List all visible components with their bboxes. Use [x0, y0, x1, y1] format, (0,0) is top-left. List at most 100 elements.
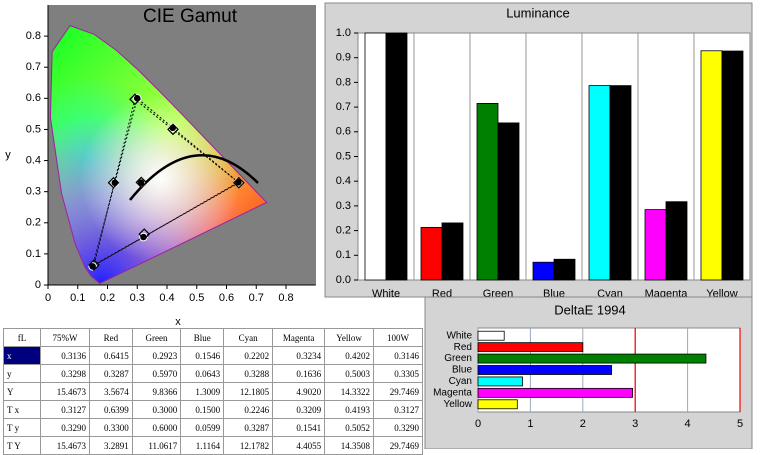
table-cell: 0.3136: [40, 346, 90, 365]
bar: [477, 387, 633, 398]
table-row: y 0.3298 0.3287 0.5970 0.0643 0.3288 0.1636 0.5…: [3, 364, 423, 383]
table-cell: 0.1636: [272, 364, 326, 383]
table-cell: 4.9020: [272, 382, 326, 401]
y-tick-label: 0: [35, 279, 41, 291]
measured-point: [135, 176, 148, 189]
x-tick-label: 2: [580, 418, 586, 430]
table-cell: Red: [88, 328, 133, 347]
table-row: x 0.3136 0.6415 0.2923 0.1546 0.2202 0.3234 0.4…: [3, 346, 423, 365]
table-cell: 0.3287: [223, 418, 274, 437]
y-tick-label: White: [446, 330, 472, 341]
bar: [721, 50, 744, 281]
table-cell: 0.3290: [40, 418, 90, 437]
table-cell: 15.4673: [40, 382, 90, 401]
x-tick-label: 0: [45, 292, 51, 304]
table-cell: 1.3009: [180, 382, 225, 401]
measured-point: [88, 259, 100, 271]
bar: [476, 102, 499, 281]
table-cell: Y: [3, 382, 41, 401]
bar: [477, 376, 523, 387]
chart-title: Luminance: [506, 5, 570, 20]
bar: [420, 226, 443, 281]
table-cell: 12.1805: [223, 382, 274, 401]
table-cell: 14.3322: [324, 382, 374, 401]
bar: [700, 50, 723, 281]
table-cell: 0.4202: [324, 346, 374, 365]
y-tick-label: 0.4: [26, 154, 41, 166]
x-tick-label: 3: [632, 418, 638, 430]
y-tick-label: 0.1: [26, 248, 41, 260]
bar: [665, 201, 688, 281]
table-row: T Y 15.4673 3.2891 11.0617 1.1164 12.1782 4.40…: [3, 436, 423, 455]
y-tick-label: Magenta: [433, 387, 472, 398]
table-cell: 0.2923: [131, 346, 182, 365]
y-tick-label: 0.9: [336, 52, 351, 64]
table-cell: 29.7469: [373, 436, 423, 455]
table-cell: 0.3287: [88, 364, 133, 383]
table-cell: 1.1164: [180, 436, 225, 455]
table-cell: x: [3, 346, 41, 365]
table-cell: 100W: [373, 328, 423, 347]
table-cell: 4.4055: [272, 436, 326, 455]
table-cell: 0.3305: [373, 364, 423, 383]
table-cell: 0.6399: [88, 400, 133, 419]
x-tick-label: White: [372, 288, 400, 300]
table-cell: 0.3127: [373, 400, 423, 419]
bar: [477, 330, 505, 341]
table-cell: 11.0617: [131, 436, 182, 455]
table-cell: Green: [131, 328, 182, 347]
x-tick-label: 0.8: [278, 292, 293, 304]
target-point: [110, 178, 120, 188]
table-cell: 0.5003: [324, 364, 374, 383]
y-tick-label: 0.8: [26, 30, 41, 42]
y-tick-label: Green: [444, 353, 472, 364]
table-cell: fL: [3, 328, 41, 347]
table-cell: 12.1782: [223, 436, 274, 455]
table-cell: 75%W: [40, 328, 90, 347]
table-cell: Blue: [180, 328, 225, 347]
measured-point: [232, 176, 245, 189]
table-row: T x 0.3127 0.6399 0.3000 0.1500 0.2246 0.3209 0…: [3, 400, 423, 419]
table-cell: 0.6000: [131, 418, 182, 437]
chart-title: DeltaE 1994: [554, 302, 626, 317]
y-tick-label: 0.5: [336, 150, 351, 162]
table-cell: Cyan: [223, 328, 274, 347]
table-cell: 0.0599: [180, 418, 225, 437]
measured-point: [138, 228, 151, 240]
y-tick-label: 0.2: [26, 217, 41, 229]
luminance-plot-area: [357, 32, 751, 281]
x-tick-label: 1: [527, 418, 533, 430]
table-row: T y 0.3290 0.3300 0.6000 0.0599 0.3287 0.1541 0…: [3, 418, 423, 437]
table-cell: 29.7469: [373, 382, 423, 401]
chart-title: CIE Gamut: [143, 6, 238, 27]
table-cell: T Y: [3, 436, 41, 455]
table-cell: 0.3298: [40, 364, 90, 383]
x-tick-label: 0.1: [70, 292, 85, 304]
measured-point: [107, 176, 120, 189]
table-cell: T x: [3, 400, 41, 419]
y-tick-label: 0.2: [336, 225, 351, 237]
gamut-edge: [92, 181, 239, 267]
table-cell: 3.5674: [88, 382, 133, 401]
y-tick-label: 0.5: [26, 123, 41, 135]
y-tick-label: 0.3: [26, 186, 41, 198]
measured-point: [129, 93, 141, 106]
gamut-edge: [136, 97, 239, 183]
measurement-table: fL 75%W Red Green Blue Cyan Magenta Yellow 100W x…: [3, 328, 423, 455]
table-cell: 0.5970: [131, 364, 182, 383]
table-cell: 0.2246: [223, 400, 274, 419]
table-cell: 0.3127: [40, 400, 90, 419]
bar: [385, 32, 408, 281]
x-tick-label: 0.4: [159, 292, 174, 304]
bar: [609, 85, 632, 281]
y-tick-label: 0.0: [336, 274, 351, 286]
y-tick-label: 0.6: [26, 92, 41, 104]
bar: [532, 261, 555, 281]
table-cell: 0.1546: [180, 346, 225, 365]
y-tick-label: Red: [454, 342, 472, 353]
table-cell: 0.3146: [373, 346, 423, 365]
table-cell: T y: [3, 418, 41, 437]
table-cell: 0.3234: [272, 346, 326, 365]
x-tick-label: 5: [737, 418, 743, 430]
